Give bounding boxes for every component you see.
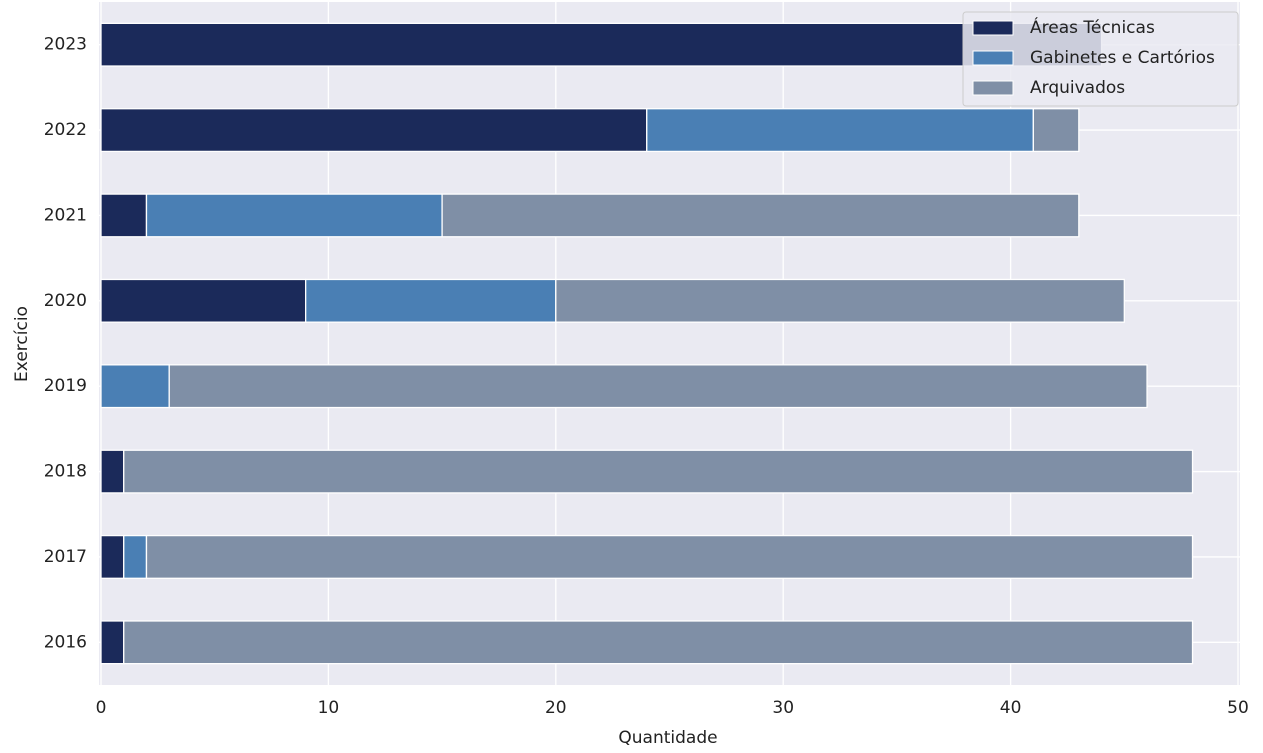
legend-label: Áreas Técnicas xyxy=(1030,16,1155,38)
bar-segment xyxy=(100,534,125,579)
y-tick-label: 2020 xyxy=(44,291,87,311)
bar-segment xyxy=(100,278,307,323)
bar-segment xyxy=(1032,108,1080,153)
y-tick-label: 2021 xyxy=(44,205,87,225)
y-axis-label: Exercício xyxy=(12,306,32,382)
bar-segment xyxy=(145,534,1194,579)
bar-segment xyxy=(145,193,443,238)
x-tick-label: 10 xyxy=(318,698,340,718)
legend-swatch xyxy=(972,80,1014,96)
bar-segment xyxy=(123,449,1194,494)
y-tick-label: 2018 xyxy=(44,462,87,482)
x-tick-label: 50 xyxy=(1227,698,1249,718)
x-tick-label: 0 xyxy=(96,698,107,718)
bar-segment xyxy=(123,534,148,579)
bar-segment xyxy=(168,364,1148,409)
legend-label: Gabinetes e Cartórios xyxy=(1030,48,1215,68)
bar-segment xyxy=(305,278,557,323)
bar-segment xyxy=(100,22,1103,67)
bar-segment xyxy=(100,620,125,665)
legend-box xyxy=(962,11,1239,107)
bar-segment xyxy=(123,620,1194,665)
bar-segment xyxy=(555,278,1125,323)
x-tick-label: 30 xyxy=(772,698,794,718)
bar-segment xyxy=(441,193,1080,238)
legend-swatch xyxy=(972,50,1014,66)
y-tick-label: 2019 xyxy=(44,376,87,396)
y-tick-label: 2023 xyxy=(44,35,87,55)
bar-segment xyxy=(100,193,148,238)
bar-segment xyxy=(100,108,648,153)
bar-segment xyxy=(100,364,170,409)
bar-segment xyxy=(646,108,1034,153)
y-tick-label: 2016 xyxy=(44,632,87,652)
y-tick-label: 2017 xyxy=(44,547,87,567)
bar-segment xyxy=(100,449,125,494)
y-tick-label: 2022 xyxy=(44,120,87,140)
x-axis-label: Quantidade xyxy=(618,728,717,748)
x-tick-label: 40 xyxy=(1000,698,1022,718)
legend-label: Arquivados xyxy=(1030,78,1125,98)
legend-swatch xyxy=(972,20,1014,36)
x-tick-label: 20 xyxy=(545,698,567,718)
